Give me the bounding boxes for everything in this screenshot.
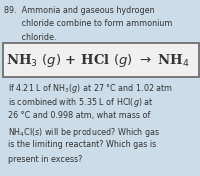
- Text: 26 °C and 0.998 atm, what mass of: 26 °C and 0.998 atm, what mass of: [8, 111, 150, 120]
- Text: chloride.: chloride.: [4, 33, 57, 42]
- Text: 89.  Ammonia and gaseous hydrogen: 89. Ammonia and gaseous hydrogen: [4, 6, 155, 15]
- Text: NH$_3$ $(g)$ + HCl $(g)$ $\rightarrow$ NH$_4$: NH$_3$ $(g)$ + HCl $(g)$ $\rightarrow$ N…: [6, 52, 190, 69]
- Text: is combined with 5.35 L of HCl($g$) at: is combined with 5.35 L of HCl($g$) at: [8, 96, 154, 109]
- FancyBboxPatch shape: [3, 43, 199, 77]
- Text: is the limiting reactant? Which gas is: is the limiting reactant? Which gas is: [8, 140, 156, 149]
- Text: chloride combine to form ammonium: chloride combine to form ammonium: [4, 19, 172, 28]
- Text: If 4.21 L of NH$_3$($g$) at 27 °C and 1.02 atm: If 4.21 L of NH$_3$($g$) at 27 °C and 1.…: [8, 82, 173, 95]
- Text: present in excess?: present in excess?: [8, 155, 82, 164]
- Text: NH$_4$Cl($s$) will be produced? Which gas: NH$_4$Cl($s$) will be produced? Which ga…: [8, 126, 160, 139]
